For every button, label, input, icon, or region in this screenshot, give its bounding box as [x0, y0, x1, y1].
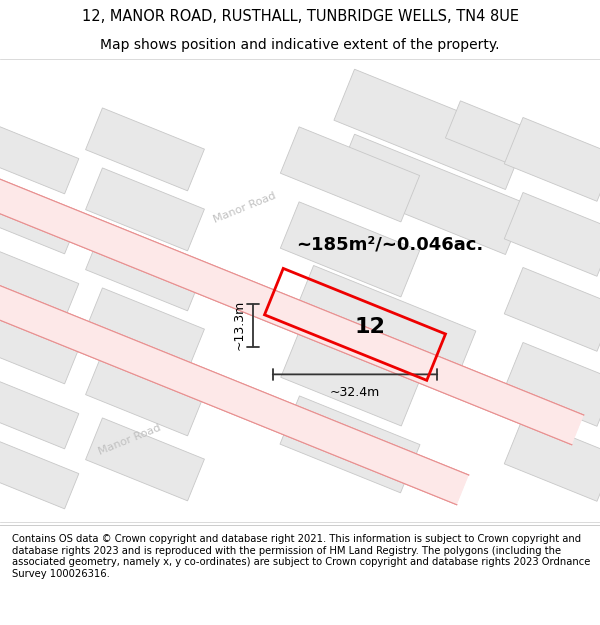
Text: 12: 12: [355, 318, 385, 338]
Polygon shape: [504, 418, 600, 501]
Text: Map shows position and indicative extent of the property.: Map shows position and indicative extent…: [100, 38, 500, 51]
Polygon shape: [0, 194, 469, 504]
Polygon shape: [0, 134, 584, 444]
Polygon shape: [504, 268, 600, 351]
Polygon shape: [445, 101, 535, 168]
Polygon shape: [86, 353, 205, 436]
Polygon shape: [0, 194, 469, 504]
Polygon shape: [280, 396, 420, 493]
Polygon shape: [280, 202, 419, 297]
Polygon shape: [504, 342, 600, 426]
Polygon shape: [86, 168, 205, 251]
Text: ~32.4m: ~32.4m: [330, 386, 380, 399]
Polygon shape: [334, 134, 526, 254]
Text: 12, MANOR ROAD, RUSTHALL, TUNBRIDGE WELLS, TN4 8UE: 12, MANOR ROAD, RUSTHALL, TUNBRIDGE WELL…: [82, 9, 518, 24]
Text: Manor Road: Manor Road: [97, 422, 163, 456]
Polygon shape: [280, 127, 419, 222]
Text: Contains OS data © Crown copyright and database right 2021. This information is : Contains OS data © Crown copyright and d…: [12, 534, 590, 579]
Polygon shape: [86, 108, 205, 191]
Polygon shape: [0, 440, 79, 509]
Polygon shape: [0, 185, 79, 254]
Polygon shape: [86, 288, 205, 371]
Polygon shape: [504, 118, 600, 201]
Polygon shape: [86, 418, 205, 501]
Text: Manor Road: Manor Road: [212, 190, 278, 224]
Polygon shape: [334, 69, 526, 189]
Polygon shape: [86, 228, 205, 311]
Polygon shape: [0, 250, 79, 319]
Polygon shape: [281, 332, 419, 426]
Polygon shape: [294, 266, 476, 379]
Text: ~185m²/~0.046ac.: ~185m²/~0.046ac.: [296, 236, 484, 253]
Polygon shape: [504, 192, 600, 276]
Polygon shape: [0, 380, 79, 449]
Polygon shape: [0, 315, 79, 384]
Polygon shape: [0, 125, 79, 194]
Polygon shape: [0, 134, 584, 444]
Text: ~13.3m: ~13.3m: [233, 300, 245, 351]
